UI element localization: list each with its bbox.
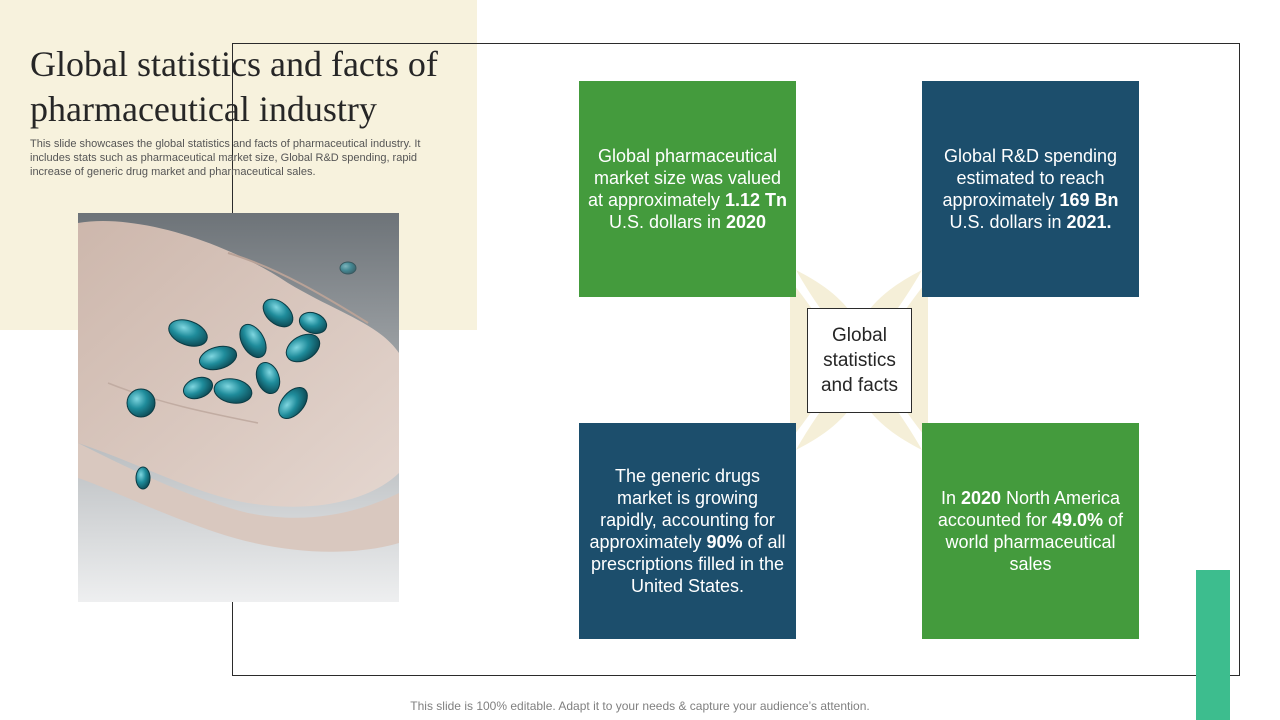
fact-box-market-size: Global pharmaceutical market size was va… [579,81,796,297]
center-label-box: Global statistics and facts [807,308,912,413]
fact-text-generic-drugs: The generic drugs market is growing rapi… [589,466,786,596]
fact-text-north-america-sales: In 2020 North America accounted for 49.0… [937,488,1124,574]
fact-box-rd-spending: Global R&D spending estimated to reach a… [922,81,1139,297]
footer-note: This slide is 100% editable. Adapt it to… [410,699,870,713]
fact-box-north-america-sales: In 2020 North America accounted for 49.0… [922,423,1139,639]
accent-bar [1196,570,1230,720]
fact-box-generic-drugs: The generic drugs market is growing rapi… [579,423,796,639]
page-title: Global statistics and facts of pharmaceu… [30,44,438,129]
center-label: Global statistics and facts [820,325,899,396]
page-subtitle: This slide showcases the global statisti… [30,138,421,178]
fact-text-market-size: Global pharmaceutical market size was va… [587,146,788,232]
hand-holding-capsules-photo [78,213,399,602]
fact-text-rd-spending: Global R&D spending estimated to reach a… [942,146,1119,232]
